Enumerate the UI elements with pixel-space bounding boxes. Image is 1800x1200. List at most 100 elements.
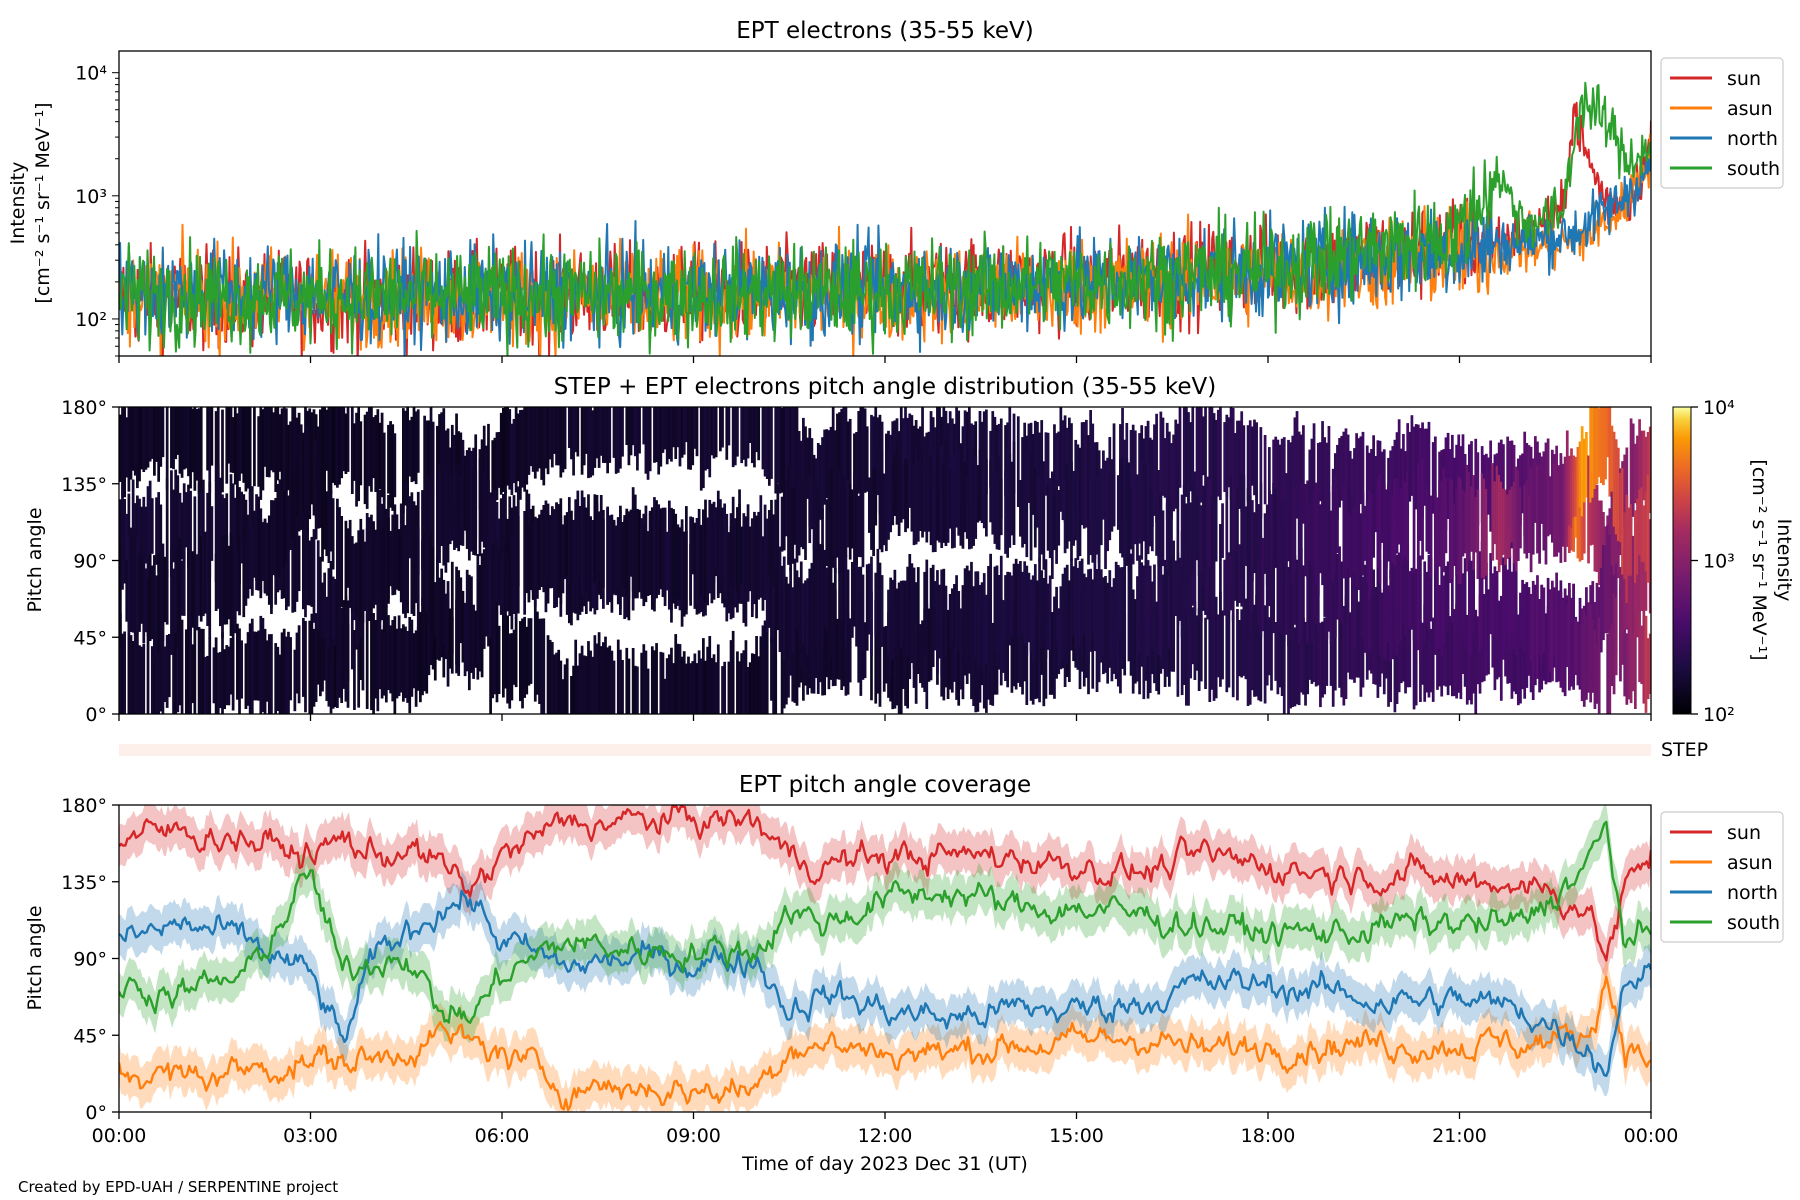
pad-heatmap-cell: [1287, 630, 1290, 714]
pad-heatmap-cell: [1089, 478, 1092, 556]
pad-heatmap-cell: [1033, 564, 1037, 659]
pad-heatmap-cell: [542, 407, 546, 486]
pad-heatmap-cell: [382, 625, 386, 696]
pad-heatmap-cell: [1244, 598, 1248, 680]
pad-heatmap-cell: [770, 499, 773, 593]
pad-heatmap-cell: [787, 622, 790, 698]
pad-heatmap-cell: [1040, 479, 1044, 555]
pad-heatmap-cell: [1272, 439, 1275, 519]
pad-heatmap-cell: [1546, 475, 1550, 532]
pad-heatmap-cell: [1325, 442, 1329, 514]
pad-heatmap-cell: [784, 407, 788, 484]
pad-heatmap-cell: [525, 626, 529, 695]
pad-heatmap-cell: [225, 645, 229, 706]
pad-heatmap-cell: [263, 628, 267, 714]
pad-heatmap-cell: [1287, 499, 1290, 562]
pad-heatmap-cell: [850, 561, 854, 638]
pad-heatmap-cell: [1231, 407, 1235, 511]
pad-heatmap-cell: [1046, 432, 1050, 491]
pad-heatmap-cell: [1004, 425, 1007, 497]
pad-heatmap-cell: [987, 566, 990, 675]
pad-heatmap-cell: [1331, 605, 1335, 707]
pad-heatmap-cell: [319, 556, 322, 637]
pad-heatmap-cell: [1293, 555, 1297, 625]
pad-heatmap-cell: [1450, 556, 1454, 623]
pad-heatmap-cell: [391, 424, 395, 511]
pad-heatmap-cell: [374, 534, 378, 605]
pad-heatmap-cell: [316, 540, 320, 629]
pad-heatmap-cell: [840, 408, 844, 518]
pad-heatmap-cell: [1474, 438, 1478, 511]
pad-heatmap-cell: [1423, 428, 1427, 506]
x-tick-label: 21:00: [1432, 1125, 1487, 1147]
pad-heatmap-cell: [904, 407, 907, 484]
pad-heatmap-cell: [229, 407, 233, 473]
pad-heatmap-cell: [182, 483, 186, 562]
pad-heatmap-cell: [523, 511, 527, 615]
pad-heatmap-cell: [323, 572, 326, 639]
pad-heatmap-cell: [1097, 455, 1101, 563]
pad-heatmap-cell: [1508, 489, 1512, 558]
pad-heatmap-cell: [906, 566, 910, 657]
pad-heatmap-cell: [757, 656, 761, 714]
pad-heatmap-cell: [331, 576, 335, 639]
pad-heatmap-cell: [887, 589, 890, 655]
pad-heatmap-cell: [1546, 577, 1550, 680]
pad-heatmap-cell: [1131, 466, 1135, 565]
pad-heatmap-cell: [1587, 455, 1590, 564]
pad-heatmap-cell: [844, 604, 848, 696]
pad-heatmap-cell: [1191, 550, 1195, 606]
pad-heatmap-cell: [497, 625, 501, 694]
pad-heatmap-cell: [1165, 503, 1169, 571]
pad-heatmap-cell: [1065, 564, 1069, 664]
pad-heatmap-cell: [410, 416, 414, 483]
pad-heatmap-cell: [780, 408, 784, 493]
pad-heatmap-cell: [1112, 470, 1116, 527]
pad-heatmap-cell: [527, 618, 531, 686]
pad-heatmap-cell: [595, 643, 599, 714]
pad-heatmap-cell: [887, 612, 890, 698]
pad-heatmap-cell: [512, 537, 516, 614]
pad-heatmap-cell: [561, 524, 565, 580]
pad-heatmap-cell: [478, 565, 482, 647]
pad-heatmap-cell: [1199, 614, 1203, 682]
pad-heatmap-cell: [497, 549, 501, 606]
pad-heatmap-cell: [616, 407, 620, 473]
pad-heatmap-cell: [616, 639, 620, 714]
pad-heatmap-cell: [553, 509, 556, 608]
pad-heatmap-cell: [844, 407, 848, 506]
pad-heatmap-cell: [995, 425, 999, 512]
pad-heatmap-cell: [1361, 576, 1365, 637]
pad-heatmap-cell: [1108, 476, 1112, 541]
pad-heatmap-cell: [695, 518, 699, 605]
pad-heatmap-cell: [1138, 433, 1141, 517]
pad-heatmap-cell: [1436, 562, 1439, 649]
pad-heatmap-cell: [1457, 573, 1461, 631]
pad-heatmap-cell: [250, 526, 254, 596]
pad-heatmap-cell: [1414, 612, 1418, 706]
pad-heatmap-cell: [855, 486, 858, 565]
pad-heatmap-cell: [802, 583, 805, 643]
pad-heatmap-cell: [1344, 428, 1348, 530]
pad-heatmap-cell: [767, 510, 771, 577]
pad-heatmap-cell: [259, 519, 263, 599]
pad-heatmap-cell: [331, 407, 335, 483]
pad-heatmap-cell: [1155, 601, 1158, 691]
pad-heatmap-cell: [902, 625, 905, 689]
pad-heatmap-cell: [344, 413, 348, 474]
pad-heatmap-cell: [329, 561, 333, 665]
pad-heatmap-cell: [1459, 614, 1463, 700]
pad-heatmap-cell: [1138, 619, 1141, 695]
pad-heatmap-cell: [1578, 623, 1582, 687]
pad-heatmap-cell: [895, 441, 899, 525]
pad-heatmap-cell: [540, 407, 544, 480]
pad-heatmap-cell: [510, 535, 514, 630]
pad-heatmap-cell: [363, 414, 367, 505]
coverage-panel: EPT pitch angle coverage 0°45°90°135°180…: [24, 772, 1784, 1175]
pad-heatmap-cell: [121, 407, 124, 498]
pad-heatmap-cell: [1202, 485, 1205, 588]
pad-heatmap-cell: [236, 547, 239, 612]
pad-heatmap-cell: [1350, 547, 1354, 649]
pad-heatmap-cell: [493, 541, 497, 630]
